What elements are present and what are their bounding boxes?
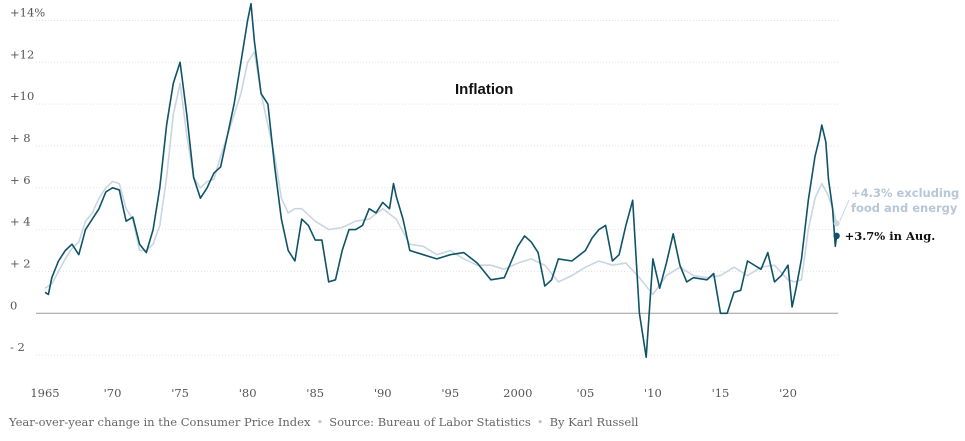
x-tick-label: '20 xyxy=(779,386,797,400)
x-tick-label: '05 xyxy=(576,386,594,400)
y-axis-tick-labels: +14% +12 +10 + 8 + 6 + 4 + 2 0 - 2 xyxy=(10,5,45,354)
core-annotation-line1: +4.3% excluding xyxy=(851,186,959,200)
y-tick-label: +12 xyxy=(10,47,34,61)
x-tick-label: '75 xyxy=(171,386,189,400)
chart-title: Inflation xyxy=(455,81,513,98)
footer-description: Year-over-year change in the Consumer Pr… xyxy=(9,415,311,429)
x-tick-label: 1965 xyxy=(30,386,59,400)
gridlines xyxy=(36,19,838,356)
x-tick-label: '15 xyxy=(712,386,730,400)
headline-cpi-series-line xyxy=(44,2,838,358)
y-tick-label: +14% xyxy=(10,5,45,19)
chart-footer: Year-over-year change in the Consumer Pr… xyxy=(9,415,638,429)
y-tick-label: +10 xyxy=(10,89,34,103)
core-annotation-leader xyxy=(839,199,850,222)
x-axis-tick-labels: 1965 '70 '75 '80 '85 '90 '95 2000 '05 '10 '15 '20 xyxy=(30,386,797,400)
y-tick-label: + 6 xyxy=(10,173,31,187)
x-tick-label: '80 xyxy=(239,386,257,400)
x-tick-label: '10 xyxy=(644,386,662,400)
headline-end-point xyxy=(833,232,840,240)
footer-separator: • xyxy=(316,415,324,429)
y-tick-label: + 8 xyxy=(10,131,31,145)
x-tick-label: '90 xyxy=(374,386,392,400)
footer-byline: By Karl Russell xyxy=(549,415,639,429)
footer-separator: • xyxy=(536,415,544,429)
x-tick-label: '95 xyxy=(441,386,459,400)
y-tick-label: + 2 xyxy=(10,256,31,270)
footer-source: Source: Bureau of Labor Statistics xyxy=(329,415,531,429)
core-end-point xyxy=(833,220,840,227)
y-tick-label: + 4 xyxy=(10,215,31,229)
headline-annotation: +3.7% in Aug. xyxy=(845,229,936,243)
core-annotation-line2: food and energy xyxy=(851,201,958,215)
y-tick-label: - 2 xyxy=(10,340,25,354)
x-tick-label: '70 xyxy=(104,386,122,400)
core-cpi-series-line xyxy=(44,51,838,296)
x-tick-label: '85 xyxy=(306,386,324,400)
x-tick-label: 2000 xyxy=(503,386,532,400)
y-tick-label: 0 xyxy=(10,298,17,312)
